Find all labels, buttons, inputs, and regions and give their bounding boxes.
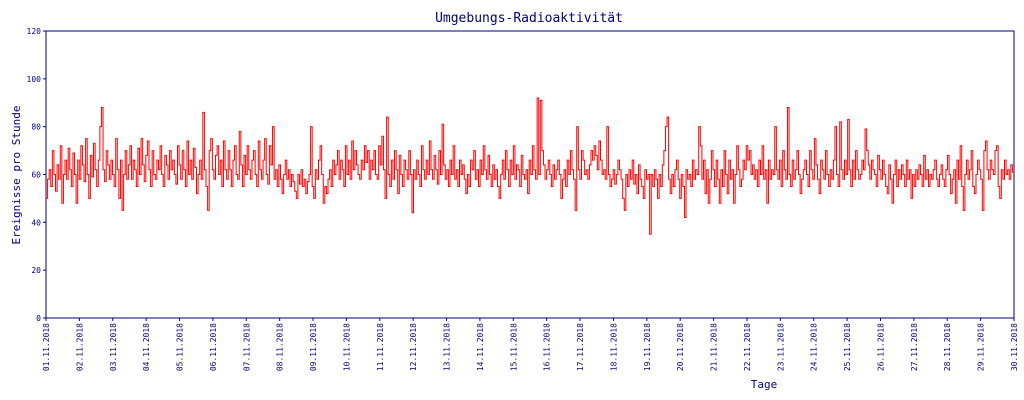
x-tick-label: 15.11.2018 [509, 323, 518, 371]
x-tick-label: 30.11.2018 [1010, 323, 1019, 371]
x-axis-label: Tage [751, 378, 778, 391]
x-tick-label: 10.11.2018 [342, 323, 351, 371]
x-tick-label: 25.11.2018 [843, 323, 852, 371]
y-tick-label: 40 [31, 218, 41, 227]
x-tick-label: 23.11.2018 [776, 323, 785, 371]
x-tick-label: 22.11.2018 [743, 323, 752, 371]
x-tick-label: 28.11.2018 [943, 323, 952, 371]
x-tick-label: 11.11.2018 [376, 323, 385, 371]
x-axis: 01.11.2018 02.11.2018 03.11.2018 04.11.2018… [42, 318, 1019, 371]
x-tick-label: 08.11.2018 [276, 323, 285, 371]
y-tick-label: 0 [36, 314, 41, 323]
series-line-radioactivity [46, 97, 1014, 235]
y-tick-label: 120 [27, 27, 42, 36]
x-tick-label: 19.11.2018 [643, 323, 652, 371]
chart-title: Umgebungs-Radioaktivität [435, 11, 623, 26]
x-tick-label: 21.11.2018 [710, 323, 719, 371]
x-tick-label: 17.11.2018 [576, 323, 585, 371]
x-tick-label: 26.11.2018 [876, 323, 885, 371]
y-axis-label: Ereignisse pro Stunde [10, 105, 23, 244]
x-tick-label: 27.11.2018 [910, 323, 919, 371]
x-tick-label: 09.11.2018 [309, 323, 318, 371]
x-tick-label: 13.11.2018 [443, 323, 452, 371]
y-tick-label: 20 [31, 266, 41, 275]
x-tick-label: 20.11.2018 [676, 323, 685, 371]
x-tick-label: 24.11.2018 [810, 323, 819, 371]
x-tick-label: 07.11.2018 [242, 323, 251, 371]
y-tick-label: 80 [31, 123, 41, 132]
plot-area-frame [45, 30, 1015, 319]
x-tick-label: 29.11.2018 [977, 323, 986, 371]
x-tick-label: 02.11.2018 [75, 323, 84, 371]
x-tick-label: 18.11.2018 [609, 323, 618, 371]
x-tick-label: 14.11.2018 [476, 323, 485, 371]
x-tick-label: 03.11.2018 [109, 323, 118, 371]
x-tick-label: 05.11.2018 [176, 323, 185, 371]
x-tick-label: 06.11.2018 [209, 323, 218, 371]
x-tick-label: 01.11.2018 [42, 323, 51, 371]
x-tick-label: 04.11.2018 [142, 323, 151, 371]
y-tick-label: 60 [31, 171, 41, 180]
y-tick-label: 100 [27, 75, 42, 84]
y-axis: 0 20 40 60 80 100 120 [27, 27, 46, 323]
x-tick-label: 12.11.2018 [409, 323, 418, 371]
x-tick-label: 16.11.2018 [543, 323, 552, 371]
